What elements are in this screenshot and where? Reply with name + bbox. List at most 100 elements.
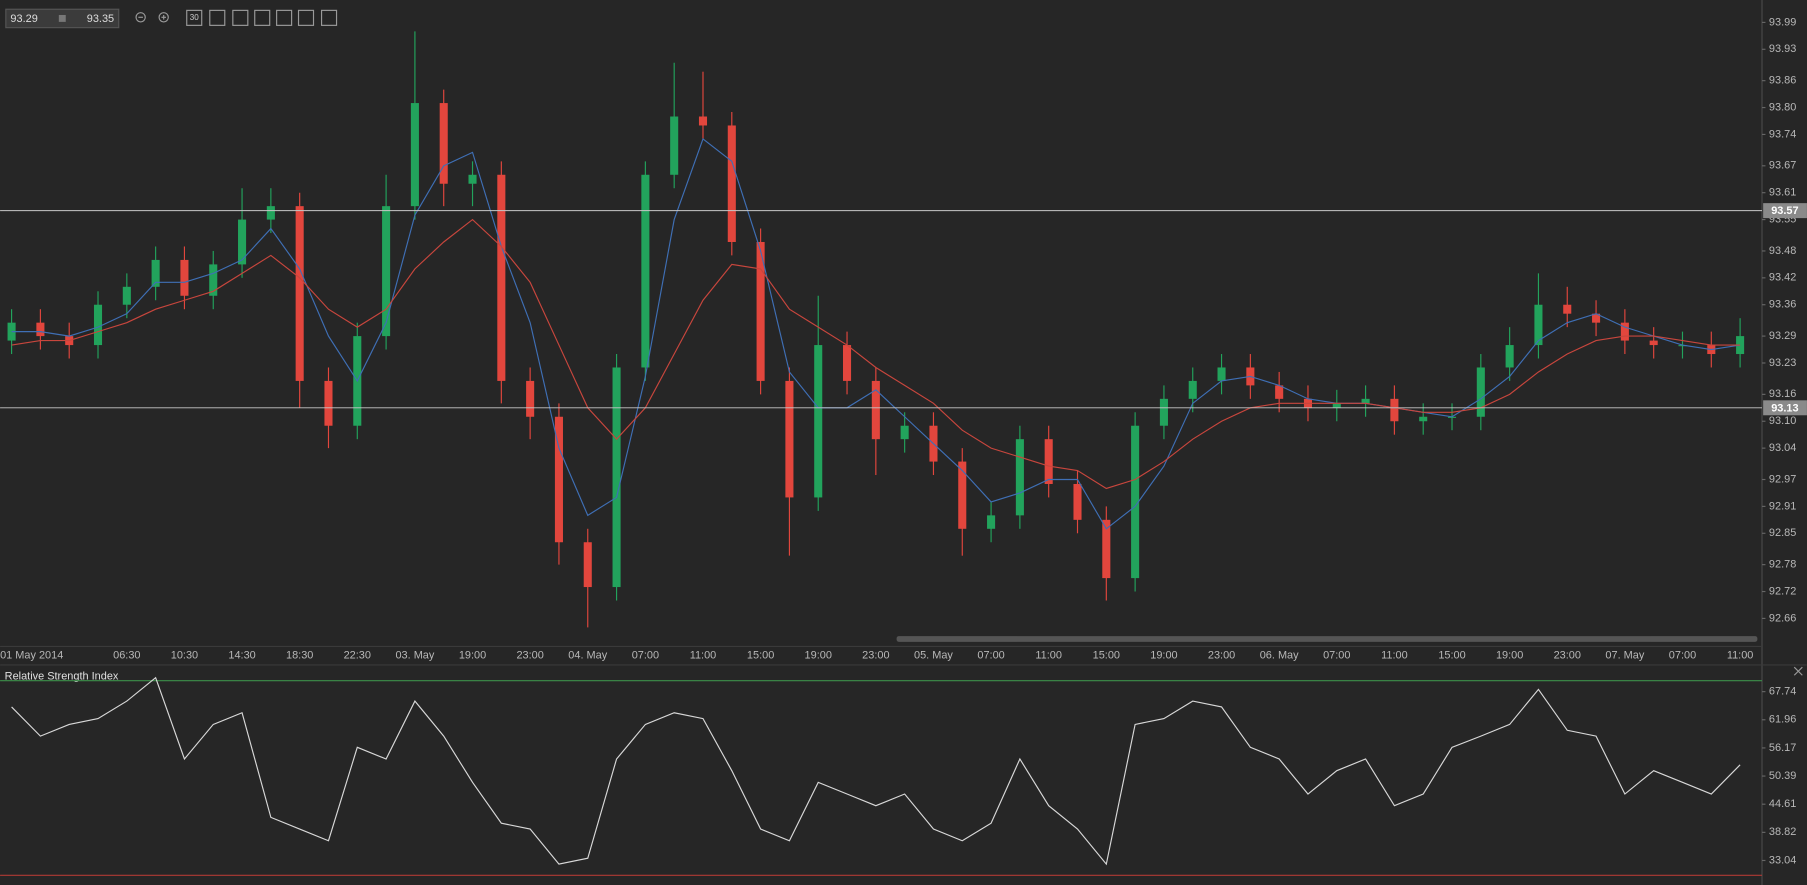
x-tick-label: 04. May bbox=[568, 650, 607, 662]
x-tick-label: 07:00 bbox=[1323, 650, 1350, 662]
x-tick-label: 23:00 bbox=[862, 650, 889, 662]
candle-body bbox=[727, 125, 736, 242]
x-tick-label: 19:00 bbox=[1496, 650, 1523, 662]
price-label: 93.57 bbox=[1771, 205, 1798, 217]
candle-body bbox=[756, 241, 765, 381]
candle-body bbox=[871, 380, 880, 440]
candle-body bbox=[1044, 439, 1053, 484]
y-tick-label: 93.67 bbox=[1769, 160, 1796, 172]
y-tick-label: 93.86 bbox=[1769, 75, 1796, 87]
chart-type-button[interactable] bbox=[209, 9, 226, 26]
indicator-title: Relative Strength Index bbox=[5, 670, 119, 682]
candle-body bbox=[987, 515, 996, 529]
y-tick-label: 61.96 bbox=[1769, 714, 1796, 726]
y-tick-label: 93.36 bbox=[1769, 299, 1796, 311]
candle-body bbox=[1332, 403, 1341, 408]
y-tick-label: 92.91 bbox=[1769, 500, 1796, 512]
y-tick-label: 44.61 bbox=[1769, 798, 1796, 810]
price-label: 93.13 bbox=[1771, 402, 1798, 414]
y-tick-label: 93.29 bbox=[1769, 330, 1796, 342]
close-indicator-button[interactable] bbox=[1793, 666, 1803, 676]
candle-body bbox=[1015, 439, 1024, 516]
settings-button[interactable] bbox=[254, 9, 271, 26]
y-tick-label: 92.66 bbox=[1769, 612, 1796, 624]
y-tick-label: 93.61 bbox=[1769, 187, 1796, 199]
candle-body bbox=[554, 416, 563, 543]
period-button[interactable] bbox=[186, 9, 203, 26]
scrollbar[interactable] bbox=[896, 636, 1758, 642]
rsi-line bbox=[11, 676, 1741, 866]
indicators-button[interactable] bbox=[232, 9, 249, 26]
candle-body bbox=[698, 116, 708, 126]
x-tick-label: 23:00 bbox=[516, 650, 543, 662]
ask-price: 93.35 bbox=[87, 13, 114, 25]
candle-body bbox=[122, 286, 131, 305]
candle-body bbox=[1102, 519, 1111, 579]
candle-body bbox=[1217, 367, 1226, 381]
candle-body bbox=[670, 116, 679, 175]
candle-body bbox=[612, 367, 621, 588]
y-tick-label: 92.97 bbox=[1769, 473, 1796, 485]
candle-body bbox=[900, 425, 909, 440]
x-tick-label: 01 May 2014 bbox=[0, 650, 63, 662]
candle-body bbox=[1505, 345, 1514, 368]
candle-body bbox=[814, 345, 823, 498]
x-tick-label: 07:00 bbox=[632, 650, 659, 662]
candle-body bbox=[1649, 340, 1658, 346]
y-tick-label: 93.04 bbox=[1769, 442, 1796, 454]
x-tick-label: 06. May bbox=[1260, 650, 1299, 662]
candle-body bbox=[468, 174, 477, 184]
candle-body bbox=[266, 206, 275, 220]
candle-body bbox=[526, 380, 535, 417]
y-tick-label: 93.42 bbox=[1769, 272, 1796, 284]
candle-body bbox=[295, 206, 304, 381]
candle-body bbox=[785, 380, 794, 498]
candle-body bbox=[180, 259, 189, 296]
candle-body bbox=[1620, 322, 1629, 341]
moving-average-line bbox=[11, 218, 1741, 490]
x-tick-label: 11:00 bbox=[1381, 650, 1408, 662]
x-tick-label: 15:00 bbox=[1438, 650, 1465, 662]
x-tick-label: 05. May bbox=[914, 650, 953, 662]
candle-body bbox=[843, 345, 852, 381]
x-tick-label: 18:30 bbox=[286, 650, 313, 662]
y-tick-label: 93.10 bbox=[1769, 415, 1796, 427]
candle-body bbox=[410, 103, 419, 207]
candle-body bbox=[1592, 313, 1601, 323]
x-tick-label: 19:00 bbox=[459, 650, 486, 662]
moving-average-line bbox=[11, 137, 1741, 530]
x-tick-label: 19:00 bbox=[805, 650, 832, 662]
candle-body bbox=[1131, 425, 1140, 579]
y-tick-label: 92.78 bbox=[1769, 559, 1796, 571]
x-tick-label: 10:30 bbox=[171, 650, 198, 662]
x-tick-label: 07. May bbox=[1605, 650, 1644, 662]
y-tick-label: 38.82 bbox=[1769, 826, 1796, 838]
x-tick-label: 23:00 bbox=[1554, 650, 1581, 662]
candle-body bbox=[36, 322, 45, 337]
y-tick-label: 93.48 bbox=[1769, 245, 1796, 257]
spread-marker bbox=[58, 14, 66, 22]
bid-price: 93.29 bbox=[10, 13, 37, 25]
candle-body bbox=[1188, 380, 1197, 399]
x-tick-label: 22:30 bbox=[344, 650, 371, 662]
x-tick-label: 07:00 bbox=[977, 650, 1004, 662]
x-tick-label: 06:30 bbox=[113, 650, 140, 662]
line-tool-button[interactable] bbox=[320, 9, 338, 26]
x-tick-label: 03. May bbox=[395, 650, 434, 662]
y-tick-label: 93.23 bbox=[1769, 357, 1796, 369]
x-tick-label: 19:00 bbox=[1150, 650, 1177, 662]
candle-body bbox=[1159, 398, 1168, 426]
draw-button[interactable] bbox=[297, 9, 315, 26]
y-tick-label: 67.74 bbox=[1769, 686, 1796, 698]
zoom-out-button[interactable] bbox=[135, 12, 146, 23]
candle-body bbox=[439, 103, 448, 184]
candle-body bbox=[1073, 483, 1082, 520]
y-tick-label: 93.16 bbox=[1769, 388, 1796, 400]
zoom-in-button[interactable] bbox=[158, 12, 169, 23]
candle-body bbox=[1390, 398, 1399, 422]
template-button[interactable] bbox=[276, 9, 293, 26]
candle-body bbox=[641, 174, 650, 368]
candle-body bbox=[1534, 304, 1543, 346]
